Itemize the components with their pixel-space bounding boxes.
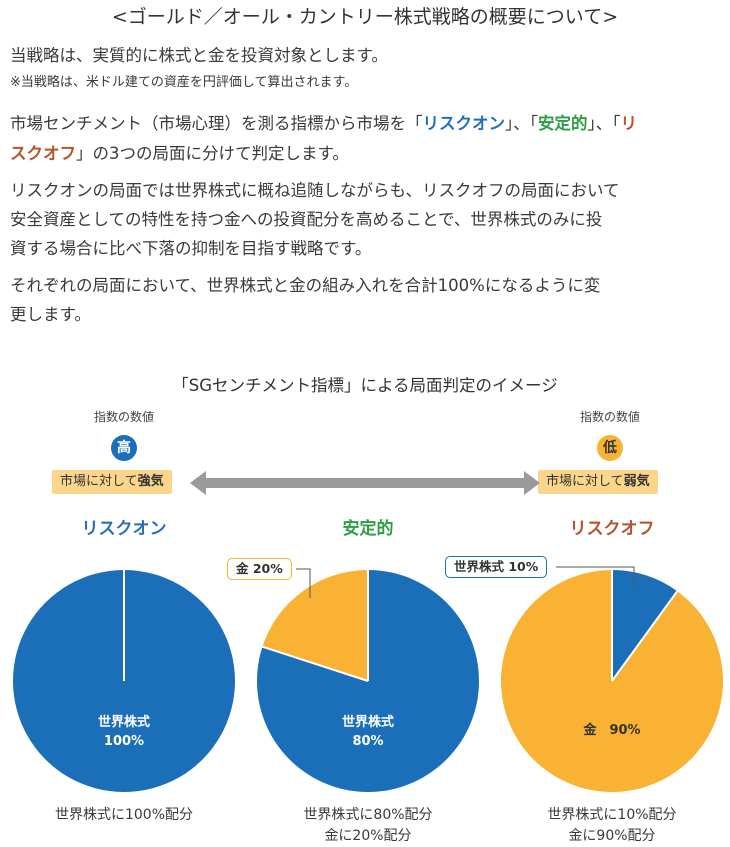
intro-note: ※当戦略は、米ドル建ての資産を円評価して算出されます。 <box>10 75 358 90</box>
caption-risk-off-line2: 金に90%配分 <box>568 828 656 844</box>
para2-line3: 資する場合に比べ下落の抑制を目指す戦略です。 <box>10 239 372 258</box>
allocation-pies: 世界株式 100% 世界株式 80% 金 90% <box>12 566 723 792</box>
low-level-badge: 低 <box>597 435 623 461</box>
left-index-label: 指数の数値 <box>93 410 154 424</box>
pie-risk-on-label-1: 世界株式 <box>98 714 150 730</box>
pie-stable-gold-slice <box>262 570 368 681</box>
para2-line2: 安全資産としての特性を持つ金への投資配分を高めることで、世界株式のみに投 <box>10 210 603 229</box>
caption-risk-on: 世界株式に100%配分 <box>24 805 224 826</box>
bearish-tag-text: 市場に対して <box>546 474 624 489</box>
gold-20-callout: 金 20% <box>227 558 292 580</box>
para1-text-d: 」の3つの局面に分けて判定します。 <box>76 144 349 163</box>
bullish-tag: 市場に対して強気 <box>52 470 172 494</box>
para3-line2: 更します。 <box>10 305 91 324</box>
right-index-label: 指数の数値 <box>579 410 640 424</box>
para3-line1: それぞれの局面において、世界株式と金の組み入れを合計100%になるように変 <box>10 276 601 295</box>
stock-callout-connector <box>556 566 635 586</box>
caption-risk-on-line1: 世界株式に100%配分 <box>54 807 194 823</box>
diagram-title: 「SGセンチメント指標」による局面判定のイメージ <box>172 376 558 395</box>
pie-divider-2-b <box>611 590 679 682</box>
bearish-tag-emphasis: 弱気 <box>623 474 650 489</box>
gold-callout-connector <box>296 568 311 598</box>
caption-stable-line1: 世界株式に80%配分 <box>303 807 433 823</box>
risk-off-highlight-part1: リ <box>620 114 638 133</box>
pie-risk-off-stock-slice <box>612 570 678 681</box>
para1-text-a: 市場センチメント（市場心理）を測る指標から市場を「 <box>10 114 423 133</box>
risk-off-highlight-part2: スクオフ <box>10 144 76 163</box>
pie-stable-label-1: 世界株式 <box>342 714 394 730</box>
para1-line1: 市場センチメント（市場心理）を測る指標から市場を「リスクオン」、「安定的」、「リ <box>10 110 637 134</box>
caption-risk-off-line1: 世界株式に10%配分 <box>547 807 677 823</box>
pie-stable-label-2: 80% <box>352 734 383 749</box>
stock-10-callout: 世界株式 10% <box>445 556 548 578</box>
pie-risk-off-label-1: 金 90% <box>582 722 640 738</box>
para1-text-b: 」、「 <box>505 114 538 133</box>
pie-stable: 世界株式 80% <box>257 570 480 792</box>
pie-risk-off: 金 90% <box>501 570 723 792</box>
intro-line: 当戦略は、実質的に株式と金を投資対象とします。 <box>10 46 388 65</box>
page-heading: <ゴールド／オール・カントリー株式戦略の概要について> <box>111 6 619 28</box>
pie-risk-on-label-2: 100% <box>104 734 144 749</box>
bullish-tag-emphasis: 強気 <box>137 474 164 489</box>
bullish-tag-text: 市場に対して <box>60 474 138 489</box>
para2-line1: リスクオンの局面では世界株式に概ね追随しながらも、リスクオフの局面において <box>10 181 620 200</box>
para1-line2: スクオフ」の3つの局面に分けて判定します。 <box>10 140 349 164</box>
pie-risk-on: 世界株式 100% <box>12 570 235 792</box>
risk-on-highlight: リスクオン <box>422 114 506 133</box>
stable-highlight: 安定的 <box>538 114 588 133</box>
caption-stable: 世界株式に80%配分 金に20%配分 <box>268 805 468 847</box>
phase-title-risk-off: リスクオフ <box>569 519 655 539</box>
caption-stable-line2: 金に20%配分 <box>324 828 412 844</box>
phase-title-stable: 安定的 <box>342 519 394 539</box>
caption-risk-off: 世界株式に10%配分 金に90%配分 <box>512 805 712 847</box>
pie-divider-1-b <box>262 645 369 682</box>
high-level-badge: 高 <box>111 435 137 461</box>
bearish-tag: 市場に対して弱気 <box>538 470 658 494</box>
phase-title-risk-on: リスクオン <box>81 519 167 539</box>
double-arrow-icon <box>190 471 540 495</box>
para1-text-c: 」、「 <box>587 114 621 133</box>
